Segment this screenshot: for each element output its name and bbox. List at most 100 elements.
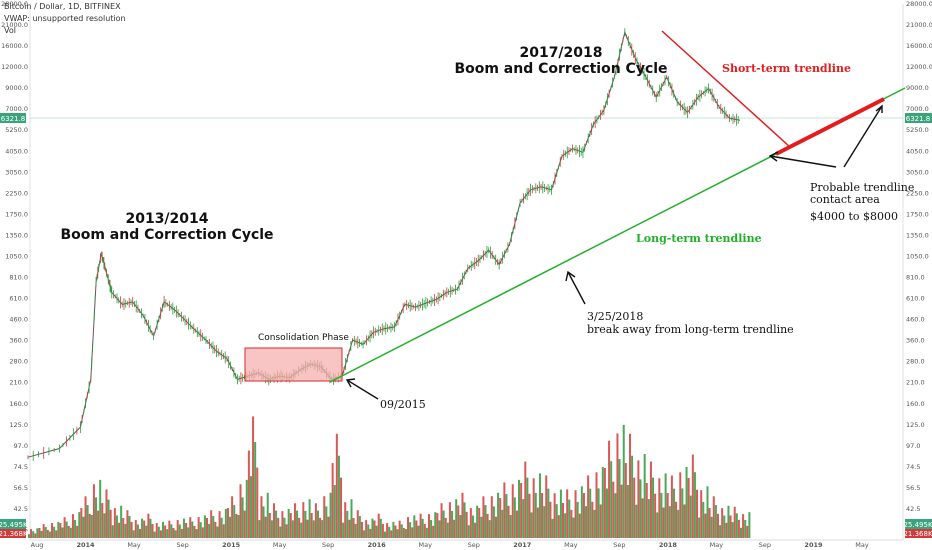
- volume-bar: [93, 484, 95, 538]
- volume-bar: [321, 520, 323, 538]
- volume-bar: [103, 513, 105, 538]
- svg-text:6321.8: 6321.8: [906, 115, 931, 123]
- volume-bar: [267, 493, 269, 538]
- volume-bar: [378, 514, 380, 538]
- volume-bar: [700, 490, 702, 538]
- volume-bar: [300, 523, 302, 538]
- volume-bar: [445, 518, 447, 538]
- y-tick-left: 42.5: [14, 505, 28, 513]
- y-tick-left: 210.0: [9, 379, 28, 387]
- volume-bar: [524, 462, 526, 538]
- volume-bar: [105, 489, 107, 538]
- volume-bar: [727, 506, 729, 538]
- probable-line2: contact area: [810, 193, 880, 206]
- svg-text:21.368K: 21.368K: [903, 530, 932, 538]
- volume-bar: [438, 520, 440, 538]
- volume-bar: [74, 520, 76, 538]
- y-tick-right: 125.0: [906, 421, 925, 429]
- volume-bar: [466, 512, 468, 538]
- x-tick: 2017: [513, 541, 531, 549]
- volume-bar: [225, 509, 227, 538]
- x-tick: May: [419, 541, 433, 549]
- volume-bar: [143, 521, 145, 538]
- volume-bar: [36, 528, 38, 538]
- volume-bar: [478, 508, 480, 538]
- volume-bar: [256, 468, 258, 538]
- short-trend-label: Short-term trendline: [722, 62, 851, 75]
- volume-bar: [292, 520, 294, 538]
- volume-bar: [736, 513, 738, 538]
- volume-bar: [147, 514, 149, 538]
- volume-bar: [537, 508, 539, 538]
- volume-bar: [254, 442, 256, 538]
- volume-bar: [57, 522, 59, 538]
- volume-bar: [374, 521, 376, 538]
- volume-bar: [706, 486, 708, 538]
- volume-bar: [413, 515, 415, 538]
- volume-bar: [677, 510, 679, 538]
- volume-bar: [172, 528, 174, 538]
- y-tick-left: 460.0: [9, 316, 28, 324]
- y-tick-left: 810.0: [9, 274, 28, 282]
- volume-bar: [556, 504, 558, 538]
- volume-bar: [114, 508, 116, 538]
- volume-bar: [204, 515, 206, 538]
- volume-bar: [323, 496, 325, 538]
- volume-bar: [359, 516, 361, 538]
- volume-bar: [353, 518, 355, 538]
- y-tick-left: 56.5: [14, 484, 28, 492]
- volume-bar: [403, 528, 405, 538]
- volume-bar: [279, 526, 281, 538]
- volume-bar: [346, 511, 348, 538]
- volume-bar: [686, 467, 688, 538]
- volume-bar: [70, 528, 72, 538]
- volume-bar: [152, 524, 154, 538]
- volume-bar: [118, 523, 120, 538]
- volume-bar: [365, 520, 367, 538]
- y-tick-right: 2250.0: [906, 189, 929, 197]
- y-tick-right: 460.0: [906, 316, 925, 324]
- volume-bar: [55, 530, 57, 538]
- volume-bar: [175, 530, 177, 538]
- volume-bar: [514, 497, 516, 538]
- volume-bar: [443, 511, 445, 538]
- volume-bar: [327, 517, 329, 538]
- volume-bar: [240, 484, 242, 538]
- x-tick: 2015: [222, 541, 241, 549]
- x-tick: Aug: [31, 541, 44, 549]
- volume-bar: [627, 485, 629, 538]
- volume-bar: [428, 514, 430, 538]
- svg-text:25.495K: 25.495K: [0, 521, 28, 529]
- volume-bar: [702, 502, 704, 538]
- volume-bar: [338, 456, 340, 538]
- volume-bar: [646, 483, 648, 538]
- volume-bar: [608, 441, 610, 538]
- y-tick-left: 160.0: [9, 400, 28, 408]
- volume-bar: [181, 529, 183, 538]
- volume-bar: [470, 508, 472, 538]
- volume-bar: [652, 478, 654, 538]
- volume-bar: [281, 511, 283, 538]
- volume-bar: [474, 523, 476, 538]
- volume-bar: [283, 518, 285, 538]
- volume-bar: [382, 524, 384, 538]
- volume-bar: [202, 527, 204, 538]
- volume-bar: [407, 517, 409, 538]
- volume-bar: [585, 506, 587, 538]
- volume-bar: [210, 510, 212, 538]
- volume-bar: [501, 510, 503, 538]
- x-tick: Sep: [468, 541, 480, 549]
- volume-bar: [510, 515, 512, 538]
- volume-bar: [663, 508, 665, 538]
- volume-bar: [568, 500, 570, 538]
- volume-bar: [87, 505, 89, 538]
- volume-bar: [610, 461, 612, 538]
- volume-bar: [639, 479, 641, 538]
- volume-bar: [612, 482, 614, 538]
- volume-bar: [384, 532, 386, 538]
- consolidation-box: [245, 348, 342, 381]
- volume-bar: [49, 532, 51, 538]
- volume-bar: [332, 463, 334, 538]
- volume-bar: [101, 503, 103, 538]
- volume-bar: [734, 507, 736, 538]
